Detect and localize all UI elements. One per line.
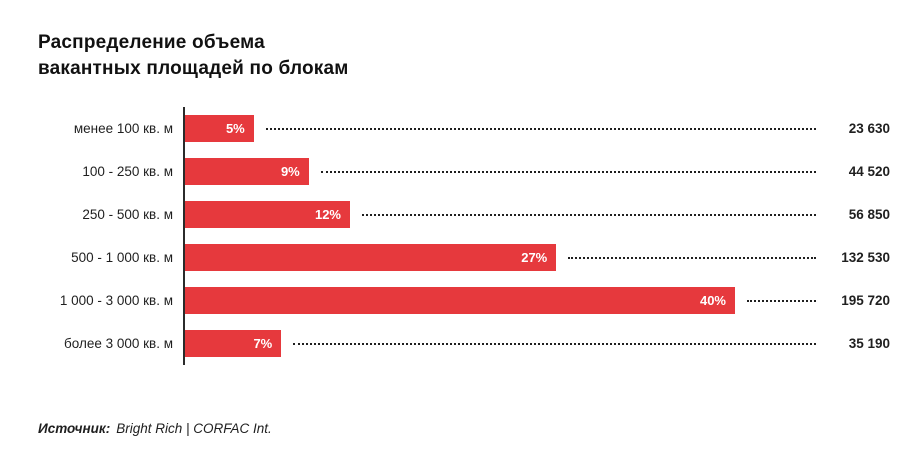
category-label: 500 - 1 000 кв. м (71, 250, 173, 266)
chart-row: более 3 000 кв. м 7% 35 190 (38, 322, 890, 366)
plot-area: 9% 44 520 (183, 150, 890, 194)
category-label: 250 - 500 кв. м (82, 207, 173, 223)
value-label: 195 720 (841, 293, 890, 309)
chart-row: 100 - 250 кв. м 9% 44 520 (38, 150, 890, 194)
source-label: Источник: (38, 421, 111, 436)
chart-row: 1 000 - 3 000 кв. м 40% 195 720 (38, 279, 890, 323)
dotted-leader (265, 127, 816, 130)
bar: 5% (185, 115, 254, 143)
category-label: 100 - 250 кв. м (82, 164, 173, 180)
plot-area: 27% 132 530 (183, 236, 890, 280)
category-label: 1 000 - 3 000 кв. м (59, 293, 173, 309)
chart-row: менее 100 кв. м 5% 23 630 (38, 107, 890, 151)
bar: 40% (185, 287, 735, 315)
plot-area: 7% 35 190 (183, 322, 890, 366)
source-text: Bright Rich | CORFAC Int. (116, 421, 272, 436)
chart-title-line2: вакантных площадей по блокам (38, 57, 349, 79)
bar-percent-label: 12% (314, 207, 341, 223)
chart-row: 500 - 1 000 кв. м 27% 132 530 (38, 236, 890, 280)
value-label: 132 530 (841, 250, 890, 266)
bar: 7% (185, 330, 282, 358)
bar-percent-label: 5% (225, 121, 245, 137)
bar-percent-label: 27% (521, 250, 548, 266)
dotted-leader (320, 170, 816, 173)
bar-percent-label: 9% (280, 164, 300, 180)
value-label: 35 190 (848, 336, 890, 352)
plot-area: 5% 23 630 (183, 107, 890, 151)
source-note: Источник: Bright Rich | CORFAC Int. (38, 421, 272, 436)
plot-area: 40% 195 720 (183, 279, 890, 323)
dotted-leader (362, 213, 816, 216)
chart-rows: менее 100 кв. м 5% 23 630 100 - 250 кв. м 9%… (38, 107, 890, 366)
category-label: менее 100 кв. м (73, 121, 173, 137)
plot-area: 12% 56 850 (183, 193, 890, 237)
category-label: более 3 000 кв. м (64, 336, 173, 352)
bar: 12% (185, 201, 350, 229)
bar: 9% (185, 158, 309, 186)
bar-percent-label: 40% (699, 293, 726, 309)
dotted-leader (747, 299, 816, 302)
value-label: 44 520 (848, 164, 890, 180)
value-label: 56 850 (848, 207, 890, 223)
dotted-leader (293, 342, 816, 345)
bar-percent-label: 7% (253, 336, 273, 352)
chart-title-line1: Распределение объема (38, 32, 265, 53)
bar: 27% (185, 244, 557, 272)
value-label: 23 630 (848, 121, 890, 137)
chart-title: Распределение объема вакантных площадей … (38, 30, 890, 81)
dotted-leader (568, 256, 816, 259)
chart-row: 250 - 500 кв. м 12% 56 850 (38, 193, 890, 237)
